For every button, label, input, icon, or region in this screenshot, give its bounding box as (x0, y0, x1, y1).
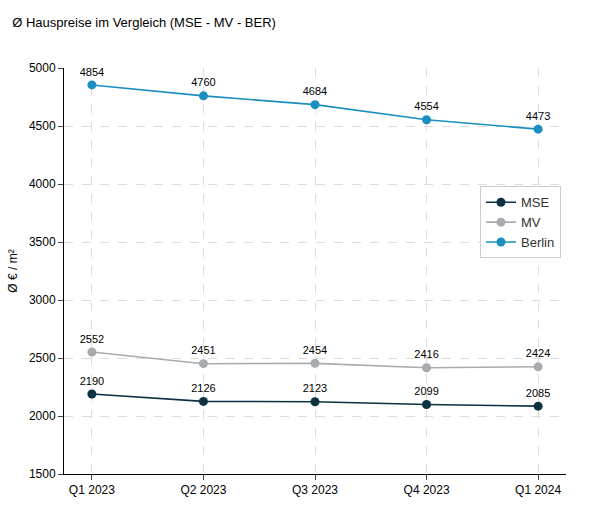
svg-text:MSE: MSE (521, 195, 550, 210)
svg-text:2190: 2190 (80, 375, 104, 387)
svg-text:4500: 4500 (29, 119, 56, 133)
svg-text:Q4 2023: Q4 2023 (404, 483, 450, 497)
svg-text:4554: 4554 (414, 100, 438, 112)
svg-text:4684: 4684 (303, 85, 327, 97)
svg-text:2424: 2424 (526, 347, 550, 359)
svg-text:3500: 3500 (29, 235, 56, 249)
svg-text:2500: 2500 (29, 351, 56, 365)
svg-text:2000: 2000 (29, 409, 56, 423)
svg-text:Q1 2024: Q1 2024 (515, 483, 561, 497)
svg-text:2451: 2451 (191, 344, 215, 356)
svg-text:3000: 3000 (29, 293, 56, 307)
svg-text:2416: 2416 (414, 348, 438, 360)
svg-text:Ø Hauspreise im Vergleich (MSE: Ø Hauspreise im Vergleich (MSE - MV - BE… (12, 15, 276, 30)
svg-text:Q3 2023: Q3 2023 (292, 483, 338, 497)
svg-text:2085: 2085 (526, 387, 550, 399)
svg-text:Q2 2023: Q2 2023 (180, 483, 226, 497)
svg-text:4000: 4000 (29, 177, 56, 191)
svg-text:5000: 5000 (29, 61, 56, 75)
svg-text:4760: 4760 (191, 76, 215, 88)
svg-text:4854: 4854 (80, 66, 104, 78)
svg-text:Q1 2023: Q1 2023 (69, 483, 115, 497)
svg-text:MV: MV (521, 215, 541, 230)
svg-text:4473: 4473 (526, 110, 550, 122)
svg-text:Berlin: Berlin (521, 235, 554, 250)
svg-text:Ø € / m²: Ø € / m² (6, 249, 20, 292)
svg-text:2099: 2099 (414, 385, 438, 397)
svg-text:2123: 2123 (303, 382, 327, 394)
svg-text:2552: 2552 (80, 333, 104, 345)
svg-text:2126: 2126 (191, 382, 215, 394)
svg-text:1500: 1500 (29, 467, 56, 481)
svg-text:2454: 2454 (303, 344, 327, 356)
